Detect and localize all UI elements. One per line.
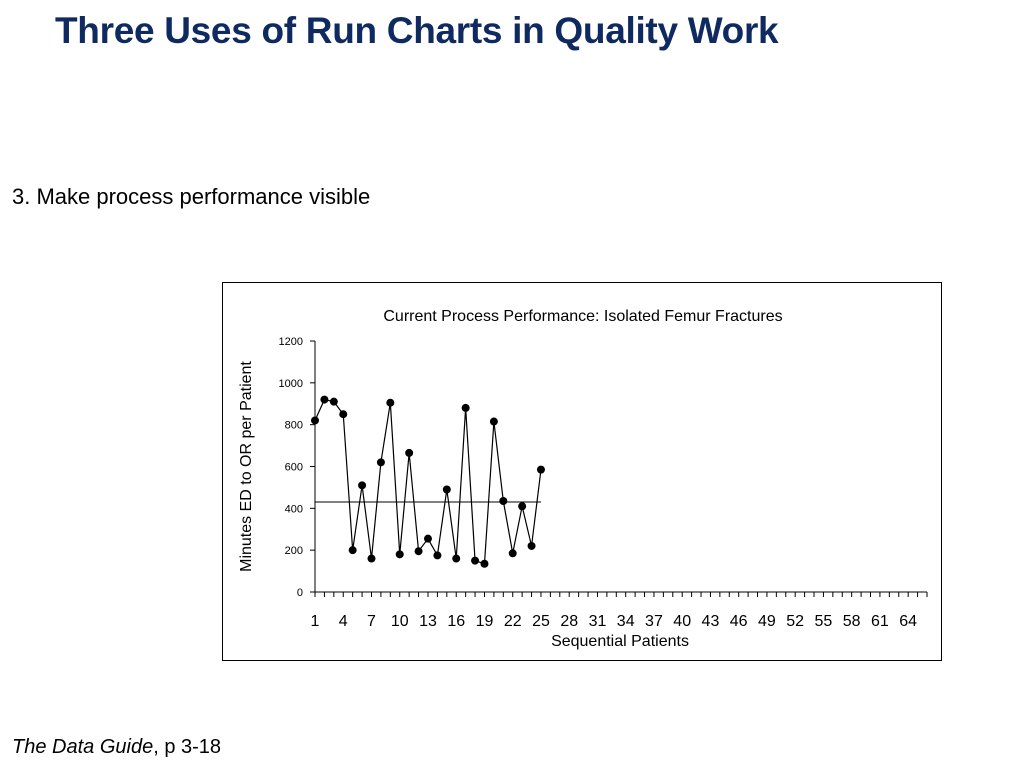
x-tick-label: 19 [476,613,494,630]
x-tick-label: 49 [758,613,776,630]
x-tick-label: 52 [786,613,804,630]
x-tick-label: 4 [339,613,348,630]
x-tick-label: 13 [419,613,437,630]
y-tick-label: 1200 [279,336,303,348]
x-tick-label: 61 [871,613,889,630]
x-tick-label: 64 [899,613,917,630]
data-point [320,395,329,404]
data-point [386,398,395,407]
data-point [452,554,461,563]
footer-page: , p 3-18 [153,736,222,758]
data-point [405,448,414,457]
x-tick-label: 31 [589,613,607,630]
x-tick-label: 25 [532,613,550,630]
footer-source: The Data Guide [12,736,154,758]
footer-citation: The Data Guide, p 3-18 [12,736,221,759]
data-point [433,551,442,560]
data-point [339,410,348,419]
y-tick-label: 1000 [279,378,303,390]
data-point [376,458,385,467]
data-point [348,546,357,555]
x-tick-label: 37 [645,613,663,630]
x-tick-label: 55 [815,613,833,630]
data-point [527,541,536,550]
data-point [442,485,451,494]
data-point [471,556,480,565]
chart-axes: 0 200 400 600 800 1000 1200 1 4 7 10 13 16 19 22 25 28 31… [279,336,928,630]
x-tick-label: 10 [391,613,409,630]
x-axis-label: Sequential Patients [551,633,689,650]
data-point [480,559,489,568]
x-tick-label: 43 [702,613,720,630]
data-point [367,554,376,563]
run-chart-svg: Current Process Performance: Isolated Fe… [238,308,928,650]
y-axis-label: Minutes ED to OR per Patient [238,361,255,572]
x-tick-label: 28 [560,613,578,630]
run-chart: Current Process Performance: Isolated Fe… [222,282,942,661]
x-tick-label: 16 [447,613,465,630]
chart-marks [311,395,545,568]
data-point [536,465,545,474]
x-tick-label: 34 [617,613,635,630]
x-tick-label: 1 [311,613,320,630]
data-point [395,550,404,559]
data-point [489,417,498,426]
x-tick-label: 7 [367,613,376,630]
y-tick-label: 400 [285,503,303,515]
y-tick-label: 800 [285,420,303,432]
x-tick-label: 46 [730,613,748,630]
data-point [518,502,527,511]
chart-title: Current Process Performance: Isolated Fe… [383,308,782,325]
y-tick-label: 200 [285,545,303,557]
x-tick-label: 40 [673,613,691,630]
slide-title: Three Uses of Run Charts in Quality Work [55,10,779,51]
data-point [508,549,517,558]
data-point [461,403,470,412]
data-point [329,397,338,406]
y-tick-label: 0 [297,587,303,599]
data-point [499,497,508,506]
data-point [414,547,423,556]
y-tick-label: 600 [285,462,303,474]
x-tick-label: 58 [843,613,861,630]
bullet-text: 3. Make process performance visible [12,184,371,209]
data-point [311,416,319,425]
data-point [358,481,367,490]
data-point [423,534,432,543]
x-tick-label: 22 [504,613,522,630]
